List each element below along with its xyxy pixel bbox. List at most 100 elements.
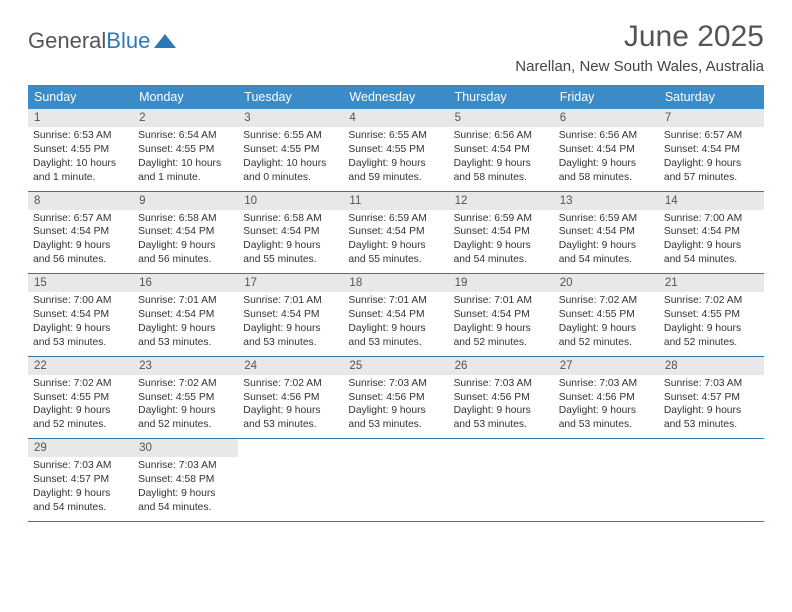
day-number: 27: [554, 357, 659, 375]
daylight-line1: Daylight: 9 hours: [559, 404, 654, 418]
day-number: 16: [133, 274, 238, 292]
day-number: 6: [554, 109, 659, 127]
daylight-line1: Daylight: 10 hours: [243, 157, 338, 171]
logo: GeneralBlue: [28, 20, 176, 54]
daylight-line1: Daylight: 9 hours: [559, 157, 654, 171]
calendar-page: GeneralBlue June 2025 Narellan, New Sout…: [0, 0, 792, 542]
day-number: 1: [28, 109, 133, 127]
daynum-row: 15161718192021: [28, 274, 764, 292]
sunset: Sunset: 4:56 PM: [454, 391, 549, 405]
sunset: Sunset: 4:54 PM: [33, 225, 128, 239]
day-cell: Sunrise: 7:03 AMSunset: 4:57 PMDaylight:…: [28, 457, 133, 521]
daylight-line2: and 53 minutes.: [348, 418, 443, 432]
day-number: 2: [133, 109, 238, 127]
daylight-line2: and 55 minutes.: [243, 253, 338, 267]
day-number: 30: [133, 439, 238, 457]
day-header: Friday: [554, 85, 659, 109]
sunrise: Sunrise: 7:03 AM: [138, 459, 233, 473]
sunrise: Sunrise: 7:02 AM: [243, 377, 338, 391]
daylight-line2: and 53 minutes.: [243, 418, 338, 432]
day-cell: Sunrise: 7:01 AMSunset: 4:54 PMDaylight:…: [343, 292, 448, 356]
week-row: Sunrise: 7:02 AMSunset: 4:55 PMDaylight:…: [28, 375, 764, 440]
daylight-line1: Daylight: 10 hours: [33, 157, 128, 171]
sunrise: Sunrise: 6:58 AM: [138, 212, 233, 226]
sunset: Sunset: 4:57 PM: [664, 391, 759, 405]
sunrise: Sunrise: 6:59 AM: [559, 212, 654, 226]
daylight-line1: Daylight: 9 hours: [454, 239, 549, 253]
day-cell: [659, 457, 764, 521]
day-number: 9: [133, 192, 238, 210]
sunrise: Sunrise: 6:55 AM: [243, 129, 338, 143]
daylight-line2: and 52 minutes.: [664, 336, 759, 350]
daylight-line1: Daylight: 9 hours: [33, 487, 128, 501]
day-cell: Sunrise: 7:01 AMSunset: 4:54 PMDaylight:…: [238, 292, 343, 356]
sunrise: Sunrise: 7:03 AM: [348, 377, 443, 391]
daylight-line2: and 52 minutes.: [138, 418, 233, 432]
sunrise: Sunrise: 7:01 AM: [138, 294, 233, 308]
day-cell: Sunrise: 7:00 AMSunset: 4:54 PMDaylight:…: [28, 292, 133, 356]
day-number: 3: [238, 109, 343, 127]
sunrise: Sunrise: 7:00 AM: [664, 212, 759, 226]
sunrise: Sunrise: 7:03 AM: [664, 377, 759, 391]
sunset: Sunset: 4:56 PM: [243, 391, 338, 405]
daylight-line2: and 53 minutes.: [348, 336, 443, 350]
sunset: Sunset: 4:54 PM: [243, 225, 338, 239]
daylight-line2: and 54 minutes.: [138, 501, 233, 515]
day-number: 19: [449, 274, 554, 292]
day-cell: Sunrise: 6:54 AMSunset: 4:55 PMDaylight:…: [133, 127, 238, 191]
sunrise: Sunrise: 7:02 AM: [664, 294, 759, 308]
daylight-line1: Daylight: 9 hours: [559, 322, 654, 336]
daynum-row: 891011121314: [28, 192, 764, 210]
sunset: Sunset: 4:57 PM: [33, 473, 128, 487]
sunset: Sunset: 4:54 PM: [454, 143, 549, 157]
day-header: Monday: [133, 85, 238, 109]
daylight-line1: Daylight: 9 hours: [33, 239, 128, 253]
day-number: 20: [554, 274, 659, 292]
header: GeneralBlue June 2025: [28, 20, 764, 54]
day-cell: Sunrise: 7:01 AMSunset: 4:54 PMDaylight:…: [133, 292, 238, 356]
daylight-line1: Daylight: 9 hours: [138, 322, 233, 336]
day-cell: Sunrise: 7:02 AMSunset: 4:55 PMDaylight:…: [554, 292, 659, 356]
sunrise: Sunrise: 6:56 AM: [454, 129, 549, 143]
daylight-line1: Daylight: 9 hours: [559, 239, 654, 253]
sunrise: Sunrise: 7:01 AM: [348, 294, 443, 308]
daylight-line1: Daylight: 9 hours: [138, 487, 233, 501]
sunrise: Sunrise: 7:00 AM: [33, 294, 128, 308]
logo-text-part2: Blue: [106, 28, 150, 54]
day-cell: [343, 457, 448, 521]
daylight-line1: Daylight: 9 hours: [33, 322, 128, 336]
day-header: Saturday: [659, 85, 764, 109]
day-cell: Sunrise: 7:03 AMSunset: 4:56 PMDaylight:…: [554, 375, 659, 439]
day-number: 12: [449, 192, 554, 210]
daylight-line2: and 54 minutes.: [33, 501, 128, 515]
sunrise: Sunrise: 6:55 AM: [348, 129, 443, 143]
daylight-line1: Daylight: 9 hours: [348, 157, 443, 171]
sunrise: Sunrise: 6:58 AM: [243, 212, 338, 226]
day-cell: Sunrise: 6:55 AMSunset: 4:55 PMDaylight:…: [343, 127, 448, 191]
daylight-line2: and 53 minutes.: [454, 418, 549, 432]
sunset: Sunset: 4:55 PM: [243, 143, 338, 157]
sunset: Sunset: 4:55 PM: [33, 391, 128, 405]
daylight-line1: Daylight: 9 hours: [454, 157, 549, 171]
daylight-line2: and 53 minutes.: [138, 336, 233, 350]
day-cell: Sunrise: 6:59 AMSunset: 4:54 PMDaylight:…: [554, 210, 659, 274]
location: Narellan, New South Wales, Australia: [28, 58, 764, 75]
sunset: Sunset: 4:55 PM: [138, 391, 233, 405]
sunset: Sunset: 4:54 PM: [559, 143, 654, 157]
daylight-line2: and 57 minutes.: [664, 171, 759, 185]
daylight-line1: Daylight: 9 hours: [138, 404, 233, 418]
daylight-line1: Daylight: 9 hours: [664, 404, 759, 418]
day-number: 18: [343, 274, 448, 292]
sunrise: Sunrise: 6:56 AM: [559, 129, 654, 143]
daylight-line2: and 56 minutes.: [33, 253, 128, 267]
daylight-line2: and 56 minutes.: [138, 253, 233, 267]
daylight-line1: Daylight: 9 hours: [243, 239, 338, 253]
daylight-line2: and 53 minutes.: [33, 336, 128, 350]
page-title: June 2025: [624, 20, 764, 54]
daylight-line2: and 54 minutes.: [454, 253, 549, 267]
day-number: 14: [659, 192, 764, 210]
sunset: Sunset: 4:55 PM: [33, 143, 128, 157]
daylight-line2: and 1 minute.: [33, 171, 128, 185]
day-header: Wednesday: [343, 85, 448, 109]
day-number: 21: [659, 274, 764, 292]
